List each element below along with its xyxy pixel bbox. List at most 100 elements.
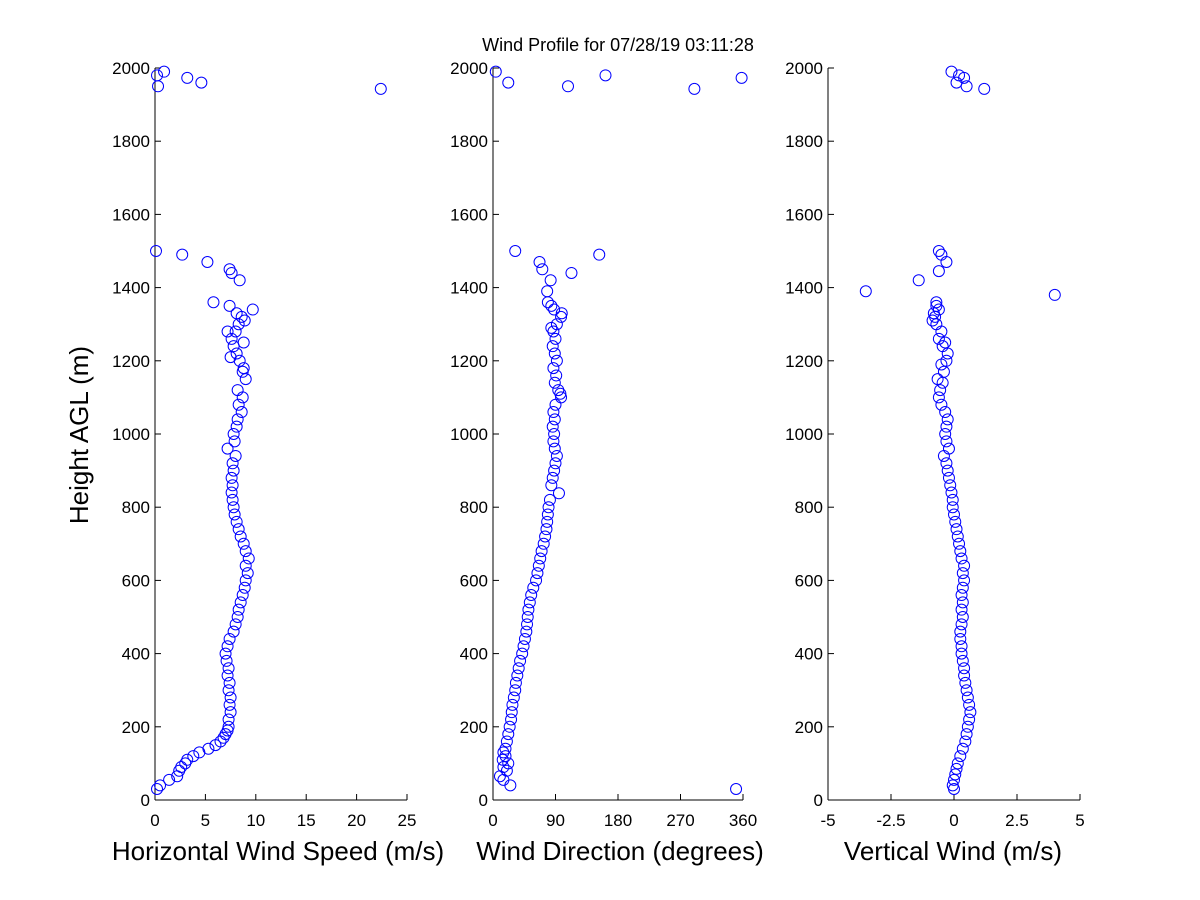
x-tick-label: 25	[398, 811, 417, 830]
y-tick-label: 1800	[112, 132, 150, 151]
y-tick-label: 2000	[785, 59, 823, 78]
data-point	[239, 559, 252, 572]
data-point	[542, 501, 555, 514]
data-point	[509, 684, 522, 697]
data-point	[232, 523, 245, 536]
data-point	[939, 406, 952, 419]
data-point	[555, 310, 568, 323]
data-point	[936, 340, 949, 353]
y-tick-label: 1000	[785, 425, 823, 444]
data-point	[230, 307, 243, 320]
data-point	[948, 508, 960, 521]
data-point	[227, 340, 240, 353]
data-point	[961, 720, 974, 733]
data-point	[504, 779, 517, 792]
data-point	[955, 603, 968, 616]
data-point	[552, 384, 565, 397]
data-point	[227, 464, 240, 477]
data-point	[181, 753, 194, 766]
y-tick-label: 2000	[450, 59, 488, 78]
x-tick-label: 2.5	[1005, 811, 1029, 830]
data-point	[222, 684, 235, 697]
y-tick-label: 400	[460, 645, 488, 664]
data-point	[955, 618, 968, 631]
data-point	[511, 669, 524, 682]
y-tick-label: 800	[795, 498, 823, 517]
data-point	[548, 376, 561, 389]
data-point	[961, 691, 974, 704]
data-point	[223, 299, 236, 312]
data-point	[964, 706, 977, 719]
y-tick-label: 200	[122, 718, 150, 737]
data-point	[520, 625, 533, 638]
data-point	[231, 413, 244, 426]
data-point	[235, 406, 248, 419]
data-point	[241, 567, 254, 580]
data-point	[939, 428, 952, 440]
data-point	[959, 735, 972, 748]
data-point	[181, 71, 194, 84]
data-point	[956, 742, 969, 755]
x-tick-label: 0	[150, 811, 159, 830]
data-point	[946, 493, 959, 506]
data-point	[237, 336, 250, 349]
y-tick-label: 1200	[450, 352, 488, 371]
data-point	[935, 398, 948, 411]
data-point	[534, 552, 547, 565]
data-point	[502, 728, 515, 741]
y-tick-label: 1600	[785, 205, 823, 224]
data-point	[224, 691, 237, 704]
data-point	[543, 493, 556, 506]
data-point	[955, 640, 968, 653]
y-tick-label: 1200	[112, 352, 150, 371]
data-point	[512, 662, 525, 675]
data-point	[537, 537, 550, 550]
data-point	[942, 471, 955, 484]
y-tick-label: 1400	[450, 279, 488, 298]
y-tick-label: 0	[141, 791, 150, 810]
data-point	[232, 398, 245, 411]
data-point	[958, 669, 971, 682]
data-point	[941, 464, 954, 477]
data-point	[496, 753, 509, 766]
data-point	[949, 515, 962, 528]
data-point	[236, 365, 249, 378]
data-point	[954, 625, 967, 638]
data-point	[950, 523, 963, 536]
y-tick-label: 1000	[450, 425, 488, 444]
data-point	[545, 299, 558, 312]
y-tick-label: 0	[814, 791, 823, 810]
data-point	[175, 761, 188, 774]
data-point	[955, 589, 968, 602]
data-point	[940, 354, 953, 367]
data-point	[956, 611, 969, 623]
data-point	[940, 435, 953, 448]
data-point	[238, 581, 251, 594]
data-point	[956, 596, 969, 609]
data-point	[937, 365, 950, 378]
x-tick-label: -2.5	[876, 811, 905, 830]
data-point	[550, 354, 563, 367]
data-point	[932, 332, 945, 345]
data-point	[941, 413, 954, 426]
data-point	[1048, 288, 1061, 301]
data-point	[930, 299, 943, 312]
data-point	[500, 735, 513, 748]
data-point	[222, 720, 235, 733]
data-point	[237, 362, 250, 375]
data-point	[227, 625, 240, 638]
data-point	[963, 698, 976, 711]
data-point	[509, 245, 522, 257]
data-point	[546, 420, 559, 433]
data-point	[223, 676, 236, 689]
data-point	[151, 783, 164, 796]
data-point	[225, 471, 238, 484]
data-point	[930, 318, 943, 331]
data-point	[932, 303, 945, 316]
data-point	[226, 493, 239, 506]
data-point	[555, 307, 568, 320]
data-point	[230, 515, 243, 528]
data-point	[546, 471, 559, 484]
data-point	[956, 567, 969, 580]
